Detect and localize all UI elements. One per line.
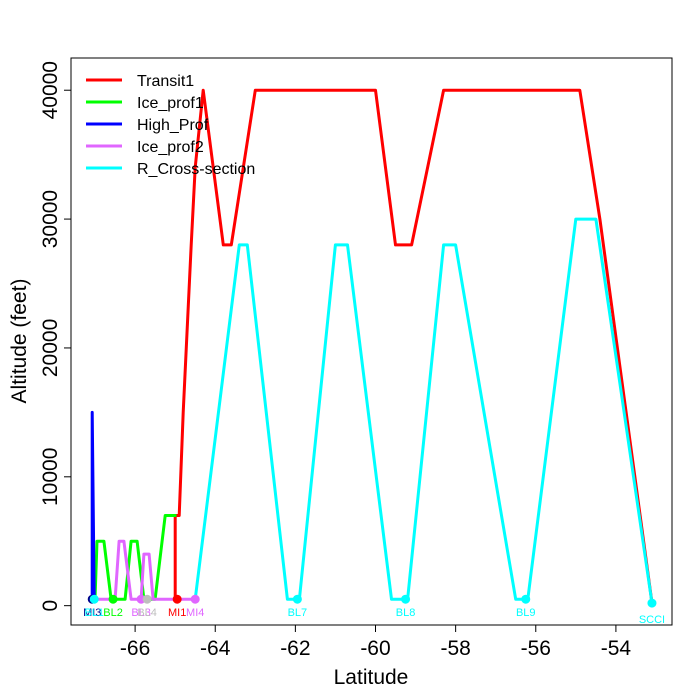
legend-label: R_Cross-section (137, 161, 255, 178)
waypoint-label: BL4 (137, 607, 157, 619)
waypoint-marker (142, 594, 152, 604)
x-tick-label: -66 (120, 637, 150, 660)
waypoint-label: BL8 (396, 607, 416, 619)
y-axis: 0 10000 20000 30000 40000 (39, 61, 72, 612)
y-tick-label: 40000 (39, 61, 62, 119)
waypoint-marker (108, 594, 118, 604)
series-line-transit1 (173, 88, 654, 605)
y-tick-label: 30000 (39, 190, 62, 248)
waypoint-marker (647, 598, 657, 608)
waypoint-marker (521, 594, 531, 604)
x-tick-label: -62 (280, 637, 310, 660)
x-tick-label: -54 (601, 637, 632, 660)
series-group (90, 88, 654, 605)
x-tick-label: -58 (440, 637, 470, 660)
x-tick-label: -60 (360, 637, 390, 660)
waypoint-marker (401, 594, 411, 604)
y-tick-label: 0 (39, 600, 62, 612)
x-tick-label: -56 (521, 637, 551, 660)
waypoint-label: BL2 (103, 607, 123, 619)
waypoint-label: BL9 (516, 607, 536, 619)
series-line-ice-prof2 (93, 539, 197, 601)
legend-label: Ice_prof1 (137, 95, 204, 112)
waypoint-label: MI1 (168, 607, 186, 619)
series-line-r-cross-section (193, 217, 654, 605)
series-line-high-prof (90, 410, 96, 601)
series-line-ice-prof1 (93, 514, 177, 601)
waypoint-label: BL1 (84, 607, 104, 619)
x-tick-label: -64 (200, 637, 231, 660)
waypoint-label: MI3 (83, 607, 101, 619)
waypoint-label: BL3 (131, 607, 151, 619)
x-axis-label: Latitude (334, 666, 409, 689)
waypoint-label: SCCI (639, 614, 665, 626)
waypoint-marker (172, 594, 182, 604)
y-tick-label: 20000 (39, 319, 62, 377)
waypoint-label: BL7 (288, 607, 308, 619)
legend-label: Ice_prof2 (137, 139, 204, 156)
y-tick-label: 10000 (39, 448, 62, 506)
waypoint-marker (89, 594, 99, 604)
legend-label: Transit1 (137, 73, 194, 90)
legend-label: High_Prof (137, 117, 209, 134)
y-axis-label: Altitude (feet) (8, 279, 31, 404)
legend: Transit1 Ice_prof1 High_Prof Ice_prof2 R_Cro… (86, 73, 255, 178)
x-axis: -66 -64 -62 -60 -58 -56 -54 (120, 624, 632, 660)
waypoint-label: MI4 (186, 607, 204, 619)
waypoint-marker (292, 594, 302, 604)
waypoint-marker (190, 594, 200, 604)
